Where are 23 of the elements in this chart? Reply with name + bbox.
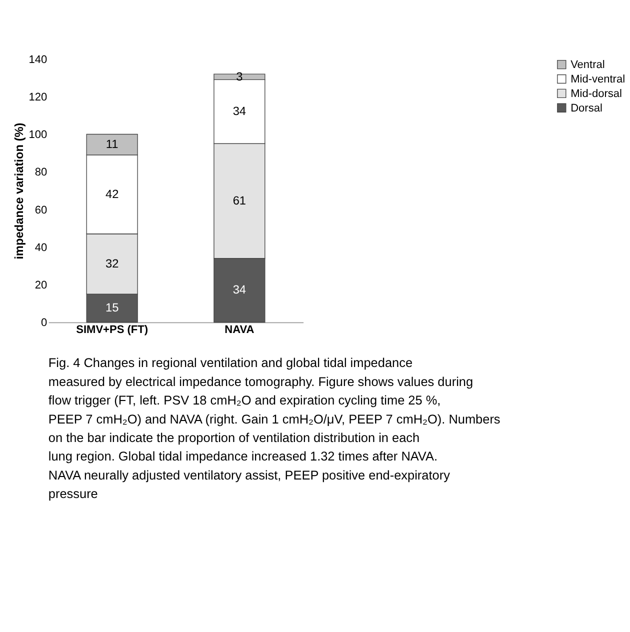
y-tick-label: 140 [28,54,48,66]
data-label: 34 [232,104,246,118]
y-tick-label: 80 [34,166,48,179]
y-tick-label: 20 [34,279,48,292]
data-label: 32 [105,256,119,270]
data-label: 11 [106,136,119,151]
legend-label: Ventral [570,58,605,71]
y-axis-title: impedance variation (%) [12,122,26,260]
y-tick-label: 0 [40,317,48,330]
caption: Fig. 4 Changes in regional ventilation and global tidal impedance measured by electrical impedance tomography. Figure shows values during flow trigger (FT, left. PSV 18 cmH₂O and expiration cycling time 25 %, PEEP 7 cmH₂O) and NAVA (right. Gain 1 cmH₂O/μV, PEEP 7 cmH₂O). Numbers on the bar indicate the proportion of ventilation distribution in each lung region. Global tidal impedance increased 1.32 times after NAVA. NAVA neurally adjusted ventilatory assist, PEEP positive end-expiratory pressure [48,355,500,501]
legend-label: Dorsal [570,102,602,114]
x-tick-label: SIMV+PS (FT) [76,324,148,336]
data-label: 34 [232,282,246,297]
x-tick-label: NAVA [224,324,254,336]
y-tick-label: 100 [28,129,48,142]
data-label: 15 [105,300,120,315]
legend-label: Mid-dorsal [570,88,622,100]
y-tick-label: 60 [34,204,48,216]
data-label: 42 [105,186,119,201]
y-tick-label: 40 [34,242,48,254]
data-label: 61 [232,193,246,208]
y-tick-label: 120 [28,91,48,104]
legend-label: Mid-ventral [570,73,626,86]
